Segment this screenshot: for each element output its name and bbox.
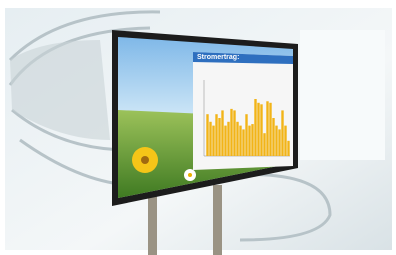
bar <box>269 103 271 156</box>
bar <box>266 101 268 156</box>
chart-title: Stromertrag: <box>197 54 239 61</box>
bar <box>230 109 232 156</box>
bar <box>248 126 250 156</box>
bar <box>227 122 229 156</box>
stand-leg <box>148 195 157 255</box>
bar <box>242 129 244 156</box>
bar <box>260 104 262 156</box>
bar <box>281 110 283 156</box>
bar <box>239 126 241 156</box>
bar <box>263 133 265 156</box>
bar <box>272 118 274 156</box>
bar <box>287 141 289 156</box>
photo: Stromertrag: <box>0 0 396 255</box>
bar <box>215 114 217 156</box>
stand-leg <box>213 185 222 255</box>
bar <box>251 124 253 156</box>
bar <box>233 110 235 156</box>
bar <box>275 126 277 156</box>
bar <box>278 129 280 156</box>
window <box>300 30 385 160</box>
bar <box>245 114 247 156</box>
bar <box>209 122 211 156</box>
bar <box>254 99 256 156</box>
bar <box>212 126 214 156</box>
bar <box>206 114 208 156</box>
bar <box>218 118 220 156</box>
bar <box>236 122 238 156</box>
bar <box>224 126 226 156</box>
bar <box>221 110 223 156</box>
bar <box>284 126 286 156</box>
bar <box>257 103 259 156</box>
